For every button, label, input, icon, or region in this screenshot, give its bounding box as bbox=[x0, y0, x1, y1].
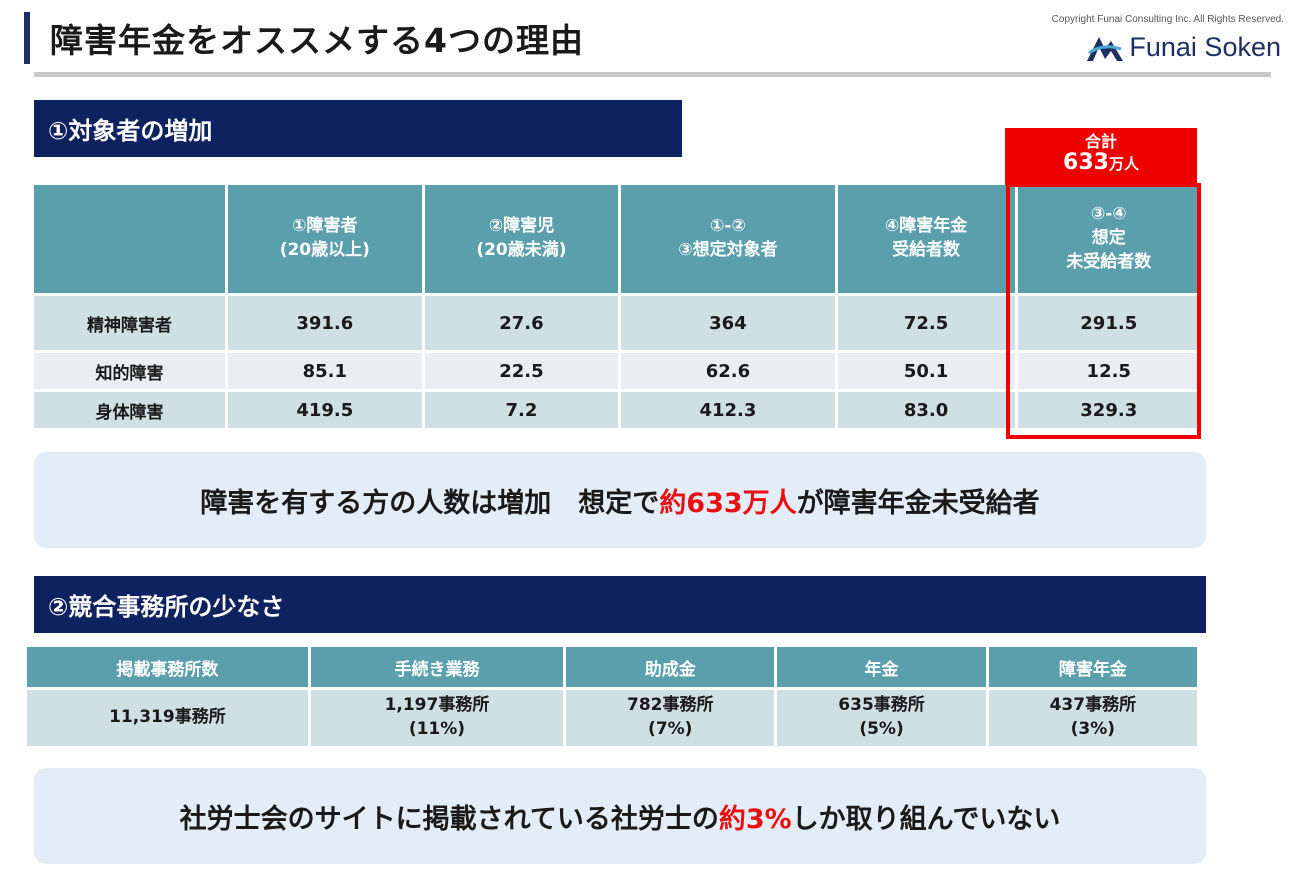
page-title: 障害年金をオススメする4つの理由 bbox=[50, 21, 584, 60]
header-cell: 障害年金 bbox=[988, 647, 1197, 687]
table-cell: 391.6 bbox=[228, 296, 422, 350]
table-row: 11,319事務所 1,197事務所 (11%) 782事務所 (7%) 635事務… bbox=[27, 690, 1197, 746]
table-cell: 12.5 bbox=[1017, 353, 1200, 389]
header-cell-empty bbox=[34, 185, 225, 293]
table-cell: 83.0 bbox=[837, 392, 1015, 428]
table-cell: 7.2 bbox=[424, 392, 619, 428]
table-cell: 437事務所 (3%) bbox=[988, 690, 1197, 746]
row-label: 精神障害者 bbox=[34, 296, 225, 350]
table-cell: 635事務所 (5%) bbox=[777, 690, 986, 746]
header-cell-pension-recipients: ④障害年金 受給者数 bbox=[837, 185, 1015, 293]
competitor-offices-table: 掲載事務所数 手続き業務 助成金 年金 障害年金 11,319事務所 1,197… bbox=[24, 644, 1200, 749]
header-cell-non-recipients: ③-④ 想定 未受給者数 bbox=[1017, 185, 1200, 293]
non-recipients-highlight-frame bbox=[1006, 183, 1201, 439]
summary-callout-2: 社労士会のサイトに掲載されている社労士の 約3% しか取り組んでいない bbox=[34, 768, 1206, 864]
callout-text: 障害を有する方の人数は増加 想定で bbox=[200, 487, 660, 519]
table-cell: 85.1 bbox=[228, 353, 422, 389]
copyright-text: Copyright Funai Consulting Inc. All Righ… bbox=[1051, 14, 1284, 25]
header-cell: 掲載事務所数 bbox=[27, 647, 308, 687]
summary-callout-1: 障害を有する方の人数は増加 想定で 約633万人 が障害年金未受給者 bbox=[34, 452, 1206, 548]
callout-highlight: 約3% bbox=[718, 803, 792, 835]
header-cell-disabled-children: ②障害児 (20歳未満) bbox=[424, 185, 619, 293]
table-cell: 22.5 bbox=[424, 353, 619, 389]
table-cell: 329.3 bbox=[1017, 392, 1200, 428]
table-row: 知的障害 85.1 22.5 62.6 50.1 12.5 bbox=[34, 353, 1200, 389]
funai-logo-icon bbox=[1087, 36, 1124, 61]
table-cell: 11,319事務所 bbox=[27, 690, 308, 746]
section2-heading: ②競合事務所の少なさ bbox=[34, 576, 1206, 633]
callout-highlight: 約633万人 bbox=[659, 487, 797, 519]
header-cell: 年金 bbox=[777, 647, 986, 687]
table-cell: 419.5 bbox=[228, 392, 422, 428]
table-cell: 1,197事務所 (11%) bbox=[310, 690, 564, 746]
callout-text: しか取り組んでいない bbox=[791, 803, 1061, 835]
table-cell: 72.5 bbox=[837, 296, 1015, 350]
section1-heading: ①対象者の増加 bbox=[34, 100, 682, 157]
header-cell-disabled-adults: ①障害者 (20歳以上) bbox=[228, 185, 422, 293]
table-header-row: ①障害者 (20歳以上) ②障害児 (20歳未満) ①-② ③想定対象者 ④障害年金受… bbox=[34, 185, 1200, 293]
title-divider bbox=[34, 72, 1271, 77]
table-cell: 50.1 bbox=[837, 353, 1015, 389]
table-header-row: 掲載事務所数 手続き業務 助成金 年金 障害年金 bbox=[27, 647, 1197, 687]
company-logo: Funai Soken bbox=[1085, 32, 1281, 63]
total-unit: 万人 bbox=[1108, 154, 1139, 173]
total-value: 633 bbox=[1063, 149, 1109, 175]
header-cell: 助成金 bbox=[566, 647, 775, 687]
table-cell: 27.6 bbox=[424, 296, 619, 350]
table-cell: 62.6 bbox=[621, 353, 835, 389]
total-label: 合計 bbox=[1084, 132, 1117, 151]
table-cell: 291.5 bbox=[1017, 296, 1200, 350]
total-badge: 合計 633万人 bbox=[1005, 128, 1197, 185]
callout-text: 社労士会のサイトに掲載されている社労士の bbox=[179, 803, 719, 835]
table-cell: 782事務所 (7%) bbox=[566, 690, 775, 746]
header-cell: 手続き業務 bbox=[310, 647, 564, 687]
header-cell-expected-targets: ①-② ③想定対象者 bbox=[621, 185, 835, 293]
table-cell: 412.3 bbox=[621, 392, 835, 428]
callout-text: が障害年金未受給者 bbox=[796, 487, 1040, 519]
row-label: 知的障害 bbox=[34, 353, 225, 389]
row-label: 身体障害 bbox=[34, 392, 225, 428]
title-accent-bar bbox=[24, 12, 30, 64]
table-row: 精神障害者 391.6 27.6 364 72.5 291.5 bbox=[34, 296, 1200, 350]
logo-text: Funai Soken bbox=[1129, 32, 1281, 62]
table-cell: 364 bbox=[621, 296, 835, 350]
target-population-table: ①障害者 (20歳以上) ②障害児 (20歳未満) ①-② ③想定対象者 ④障害年金受… bbox=[31, 182, 1203, 431]
table-row: 身体障害 419.5 7.2 412.3 83.0 329.3 bbox=[34, 392, 1200, 428]
